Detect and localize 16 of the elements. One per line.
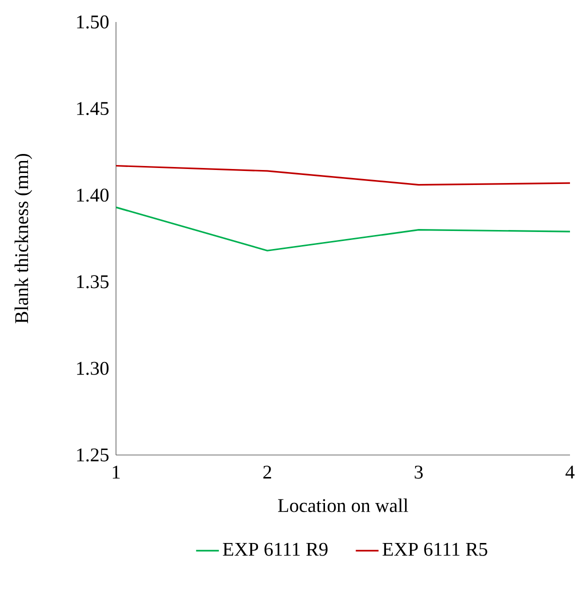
x-tick-label: 1 <box>112 466 120 478</box>
x-axis-title: Location on wall <box>278 498 408 512</box>
y-tick-label: 1.30 <box>77 362 108 375</box>
y-tick-label: 1.45 <box>77 102 108 116</box>
x-tick-label: 4 <box>565 466 574 478</box>
line-series <box>116 164 570 186</box>
legend-label: EXP 6111 R5 <box>382 542 488 556</box>
y-tick-label: 1.50 <box>77 15 108 29</box>
legend-label: EXP 6111 R9 <box>222 542 328 556</box>
line-series <box>116 206 570 252</box>
y-tick-label: 1.40 <box>77 188 108 202</box>
x-tick-label: 3 <box>414 466 423 479</box>
y-tick-label: 1.25 <box>77 448 108 462</box>
x-tick-label: 2 <box>263 466 271 479</box>
y-axis-title: Blank thickness (mm) <box>14 154 32 324</box>
y-tick-label: 1.35 <box>77 275 108 288</box>
